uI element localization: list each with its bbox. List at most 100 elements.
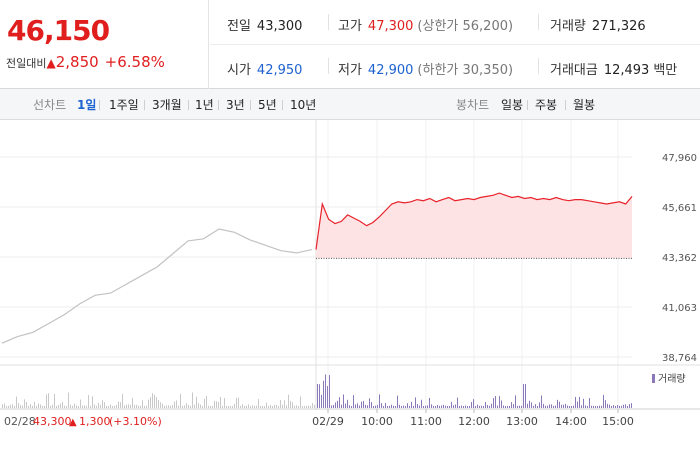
volume-bar (341, 404, 342, 408)
volume-legend-swatch (652, 374, 655, 383)
volume-bar (196, 396, 197, 408)
volume-bar (184, 405, 185, 408)
tab-daily-candle[interactable]: 일봉 (501, 98, 524, 112)
volume-bar (52, 404, 53, 408)
stat-value: 12,493 (603, 63, 650, 78)
volume-bar (258, 399, 259, 408)
volume-bar (62, 401, 63, 408)
volume-bar (483, 405, 484, 408)
volume-bar (381, 403, 382, 408)
tab-weekly-candle[interactable]: 주봉 (535, 98, 558, 112)
volume-bar (453, 405, 454, 408)
volume-bar (50, 405, 51, 408)
volume-bar (521, 405, 522, 408)
volume-bar (411, 401, 412, 408)
volume-bar (38, 403, 39, 408)
volume-bar (421, 399, 422, 408)
volume-bar (625, 404, 626, 408)
stat-value: 271,326 (591, 19, 646, 34)
volume-bar (256, 405, 257, 408)
volume-bar (36, 405, 37, 408)
volume-bar (427, 405, 428, 408)
volume-bar (539, 402, 540, 408)
volume-bar (106, 405, 107, 408)
tab-1week[interactable]: 1주일 (109, 98, 139, 112)
volume-bar (517, 405, 518, 408)
volume-bar (593, 405, 594, 408)
prev-day-date: 02/28 (4, 415, 36, 428)
volume-bar (234, 403, 235, 408)
volume-bar (264, 406, 265, 408)
volume-bar (90, 405, 91, 408)
volume-bar (393, 405, 394, 408)
volume-bar (134, 404, 135, 408)
volume-bar (499, 396, 500, 408)
row-divider (210, 44, 700, 45)
volume-bar (238, 397, 239, 408)
y-tick-label: 45,661 (662, 203, 697, 214)
volume-bar (435, 405, 436, 408)
tab-monthly-candle[interactable]: 월봉 (573, 98, 596, 112)
volume-bar (160, 402, 161, 408)
volume-bar (609, 404, 610, 408)
volume-bar (284, 400, 285, 408)
volume-bar (607, 403, 608, 408)
x-tick-label: 14:00 (555, 415, 587, 428)
volume-bar (44, 405, 45, 408)
volume-bar (465, 405, 466, 408)
volume-bar (495, 396, 496, 408)
change-value: 2,850 (55, 53, 99, 71)
volume-bar (212, 405, 213, 408)
volume-bar (505, 405, 506, 408)
y-axis-labels: 47,960 45,661 43,362 41,063 38,764 (662, 153, 697, 364)
volume-bar (280, 399, 281, 408)
volume-bar (531, 402, 532, 408)
volume-bar (573, 405, 574, 408)
volume-bar (389, 405, 390, 408)
volume-bar (114, 405, 115, 408)
volume-bar (138, 405, 139, 408)
y-tick-label: 41,063 (662, 303, 697, 314)
volume-bar (349, 405, 350, 408)
stat-unit: 백만 (653, 63, 678, 78)
y-tick-label: 38,764 (662, 353, 697, 364)
volume-bar (222, 405, 223, 408)
volume-bar (613, 405, 614, 408)
volume-bar (66, 405, 67, 408)
volume-bar (168, 405, 169, 408)
volume-bar (120, 402, 121, 408)
volume-bar (519, 405, 520, 408)
volume-bar (174, 401, 175, 408)
volume-bar (6, 405, 7, 408)
volume-bar (437, 405, 438, 408)
volume-bar (623, 404, 624, 408)
volume-bar (581, 405, 582, 408)
tab-1year[interactable]: 1년 (195, 98, 214, 112)
tab-1day[interactable]: 1일 (77, 98, 97, 112)
volume-bar (118, 401, 119, 408)
volume-bar (557, 399, 558, 408)
volume-bar (30, 404, 31, 408)
divider (218, 100, 219, 110)
volume-bar (455, 404, 456, 408)
y-tick-label: 47,960 (662, 153, 697, 164)
volume-bar (140, 405, 141, 408)
volume-bar (621, 405, 622, 408)
volume-bar (325, 374, 326, 408)
tab-5year[interactable]: 5년 (258, 98, 277, 112)
volume-bar (254, 405, 255, 408)
volume-bar (28, 405, 29, 408)
volume-bar (302, 405, 303, 408)
volume-bar (190, 405, 191, 408)
tab-3month[interactable]: 3개월 (152, 98, 182, 112)
volume-bar (327, 386, 328, 408)
x-tick-label: 02/29 (312, 415, 344, 428)
volume-bar (441, 405, 442, 408)
volume-bar (2, 404, 3, 408)
stat-label: 저가 (338, 63, 362, 78)
volume-bar (627, 405, 628, 408)
volume-bar (431, 404, 432, 408)
tab-3year[interactable]: 3년 (226, 98, 245, 112)
tab-10year[interactable]: 10년 (290, 98, 317, 112)
volume-bar (443, 404, 444, 408)
